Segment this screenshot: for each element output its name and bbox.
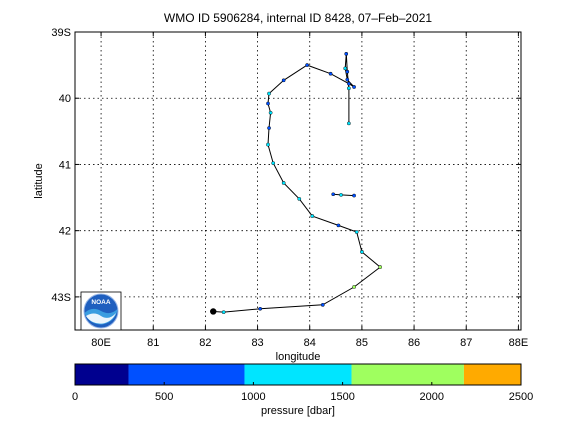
- start-marker: [210, 308, 217, 315]
- pressure-marker: [343, 67, 347, 70]
- chart-title: WMO ID 5906284, internal ID 8428, 07–Feb…: [164, 11, 432, 25]
- pressure-marker: [347, 121, 351, 125]
- colorbar-ticks: 0 500 1000 1500 2000 2500: [72, 382, 533, 403]
- pressure-marker: [267, 126, 271, 130]
- colorbar-band: [463, 364, 521, 385]
- logo-text: NOAA: [91, 299, 110, 306]
- pressure-marker: [344, 52, 348, 56]
- x-tick-label: 81: [147, 337, 159, 349]
- plot-area: 80E 81 82 83 84 85 86 87 88E 39S 40 41 42 43S NOAA: [51, 27, 528, 349]
- pressure-colorbar: 0 500 1000 1500 2000 2500: [72, 363, 533, 403]
- colorbar-tick-label: 2500: [509, 391, 533, 403]
- colorbar-label: pressure [dbar]: [261, 405, 335, 417]
- pressure-marker: [269, 111, 273, 115]
- pressure-marker: [352, 194, 356, 197]
- pressure-marker: [266, 143, 270, 146]
- x-axis-label: longitude: [276, 351, 321, 363]
- pressure-marker: [282, 78, 286, 82]
- pressure-marker: [258, 307, 262, 311]
- pressure-marker: [347, 82, 351, 86]
- plot-background: [75, 32, 521, 330]
- profile-points: [210, 52, 382, 315]
- pressure-marker: [337, 223, 340, 227]
- colorbar-frame: [74, 363, 522, 386]
- pressure-marker: [310, 214, 314, 218]
- grid-lines: [75, 31, 521, 330]
- colorbar-tick-label: 500: [155, 391, 173, 403]
- pressure-marker: [305, 63, 309, 67]
- pressure-marker: [345, 70, 349, 74]
- pressure-marker: [222, 310, 226, 314]
- logo-wave-light: [86, 313, 116, 324]
- pressure-marker: [360, 250, 364, 254]
- pressure-marker: [347, 86, 351, 90]
- colorbar-band: [244, 364, 352, 385]
- pressure-marker: [321, 303, 325, 307]
- colorbar-band: [351, 364, 464, 385]
- y-tick-label: 43S: [51, 292, 71, 304]
- y-tick-label: 41: [59, 159, 71, 171]
- y-tick-label: 42: [59, 226, 71, 238]
- x-tick-label: 86: [408, 337, 420, 349]
- noaa-logo: NOAA: [80, 291, 122, 331]
- x-tick-label: 85: [356, 337, 368, 349]
- x-tick-label: 88E: [509, 337, 529, 349]
- colorbar-tick-label: 2000: [420, 391, 444, 403]
- x-tick-label: 83: [251, 337, 263, 349]
- colorbar-band: [75, 364, 129, 385]
- x-tick-label: 82: [199, 337, 211, 349]
- colorbar-tick-label: 0: [72, 391, 78, 403]
- pressure-marker: [267, 92, 271, 95]
- pressure-marker: [352, 85, 356, 89]
- colorbar-bands: [75, 364, 521, 385]
- plot-frame: [74, 31, 522, 331]
- colorbar-tick-label: 1000: [241, 391, 265, 403]
- pressure-marker: [378, 265, 382, 269]
- x-tick-label: 80E: [91, 337, 111, 349]
- y-axis-ticks: 39S 40 41 42 43S: [51, 27, 521, 304]
- x-tick-label: 87: [460, 337, 472, 349]
- pressure-marker: [271, 161, 275, 165]
- pressure-marker: [352, 285, 356, 289]
- y-tick-label: 40: [59, 93, 71, 105]
- pressure-marker: [329, 72, 333, 76]
- pressure-marker: [266, 102, 270, 105]
- y-axis-label: latitude: [33, 163, 45, 198]
- pressure-marker: [339, 193, 343, 197]
- colorbar-tick-label: 1500: [330, 391, 354, 403]
- colorbar-band: [128, 364, 245, 385]
- pressure-marker: [345, 78, 349, 82]
- pressure-marker: [297, 197, 301, 201]
- pressure-marker: [331, 192, 335, 196]
- pressure-marker: [355, 230, 359, 234]
- y-tick-label: 39S: [51, 27, 71, 39]
- pressure-marker: [282, 181, 286, 185]
- x-axis-ticks: 80E 81 82 83 84 85 86 87 88E: [91, 32, 528, 349]
- x-tick-label: 84: [304, 337, 316, 349]
